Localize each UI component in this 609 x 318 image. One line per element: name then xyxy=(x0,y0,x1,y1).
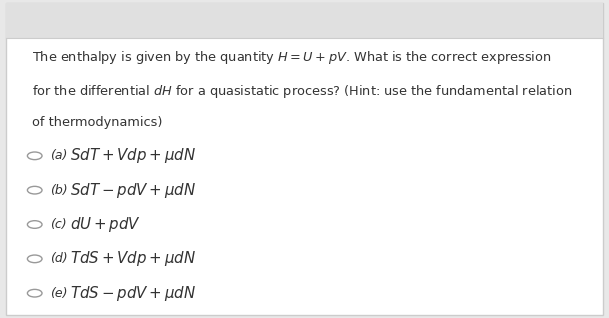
FancyBboxPatch shape xyxy=(6,3,603,315)
Text: $TdS - pdV + \mu dN$: $TdS - pdV + \mu dN$ xyxy=(70,284,196,303)
Text: (e): (e) xyxy=(50,287,68,300)
Text: $TdS + Vdp + \mu dN$: $TdS + Vdp + \mu dN$ xyxy=(70,249,196,268)
Text: $SdT - pdV + \mu dN$: $SdT - pdV + \mu dN$ xyxy=(70,181,196,200)
Text: $dU + pdV$: $dU + pdV$ xyxy=(70,215,141,234)
Text: (c): (c) xyxy=(50,218,66,231)
Text: of thermodynamics): of thermodynamics) xyxy=(32,116,162,129)
Text: $SdT + Vdp + \mu dN$: $SdT + Vdp + \mu dN$ xyxy=(70,146,196,165)
Text: (d): (d) xyxy=(50,252,68,265)
Text: (a): (a) xyxy=(50,149,68,162)
Text: (b): (b) xyxy=(50,184,68,197)
Text: The enthalpy is given by the quantity $H = U + pV$. What is the correct expressi: The enthalpy is given by the quantity $H… xyxy=(32,49,551,66)
Text: for the differential $dH$ for a quasistatic process? (Hint: use the fundamental : for the differential $dH$ for a quasista… xyxy=(32,83,572,100)
FancyBboxPatch shape xyxy=(6,3,603,38)
